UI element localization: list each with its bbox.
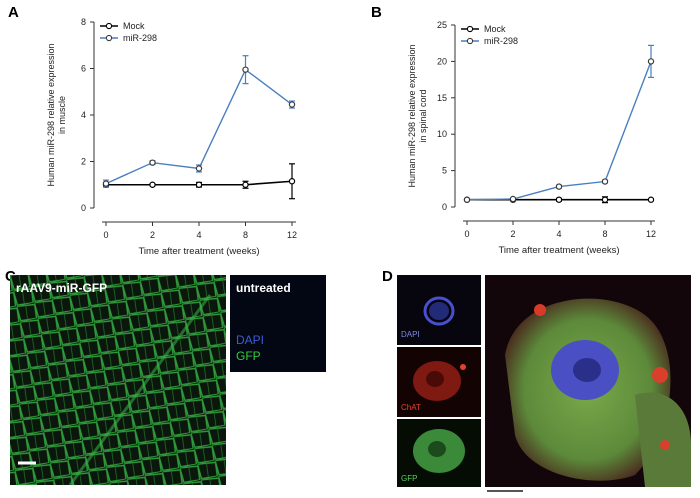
chart-a-series-mir298-point: [195, 165, 203, 172]
chart-b-y-tick-label: 5: [442, 166, 447, 176]
chart-a-series-mir298-point: [242, 66, 249, 73]
chart-b-y-tick-label: 20: [437, 56, 447, 66]
chart-a-series-mir298-point: [102, 180, 110, 187]
chart-a-legend-marker: [105, 22, 113, 30]
chart-b-legend-marker: [466, 37, 474, 45]
chart-a-x-tick-label: 2: [150, 230, 155, 240]
chart-b: 0 5 10 15 20 25 0 2 4 8 12 Time after treatment (we…: [407, 20, 656, 256]
chart-b-series-mir298-point: [555, 183, 563, 190]
chart-a-x-tick-label: 12: [287, 230, 297, 240]
chart-b-y-axis-label: Human miR-298 relative expression: [407, 44, 417, 187]
untreated-label: untreated: [236, 281, 291, 295]
panel-d-chat-image: ChAT: [397, 347, 481, 417]
chart-b-y-tick-label: 15: [437, 93, 447, 103]
chart-a-y-tick-label: 2: [81, 157, 86, 167]
panel-d-scale-bar: [487, 490, 523, 492]
chart-b-x-tick-label: 2: [510, 229, 515, 239]
panel-d-chat-label: ChAT: [401, 403, 421, 412]
panel-c-untreated-image: untreated DAPI GFP: [230, 275, 326, 372]
chart-b-y-tick-label: 0: [442, 202, 447, 212]
chart-a-series-mir298-point: [288, 101, 296, 108]
chart-a-series-mock-point: [242, 181, 249, 188]
chart-a-y-tick-label: 0: [81, 203, 86, 213]
chart-b-series-mir298-point: [601, 178, 609, 185]
panel-letter-b: B: [371, 4, 382, 21]
chart-a-legend-label: Mock: [123, 21, 145, 31]
panel-letter-d: D: [382, 268, 393, 285]
chart-a-y-tick-label: 4: [81, 110, 86, 120]
chart-b-series-mock-point: [555, 196, 563, 203]
chart-a-x-tick-label: 4: [196, 230, 201, 240]
chart-b-series-mock-point: [601, 196, 609, 203]
chart-b-y-axis-label: in spinal cord: [418, 89, 428, 142]
chart-b-legend-label: miR-298: [484, 36, 518, 46]
gfp-legend-label: GFP: [236, 349, 261, 363]
chart-a-legend-label: miR-298: [123, 33, 157, 43]
panel-d-merge-image: [485, 275, 691, 487]
chart-b-x-axis-label: Time after treatment (weeks): [498, 245, 619, 256]
chart-a: 0 2 4 6 8 0 2 4 8 12 Time after treatment (weeks) H…: [46, 17, 297, 257]
panel-c-muscle-image: rAAV9-miR-GFP: [10, 275, 226, 485]
chart-b-x-tick-label: 8: [602, 229, 607, 239]
panel-letter-a: A: [8, 4, 19, 21]
chart-a-legend-marker: [105, 34, 113, 42]
chart-b-series-mir298-point: [647, 58, 655, 65]
chart-b-legend-label: Mock: [484, 24, 506, 34]
chart-b-y-tick-label: 25: [437, 20, 447, 30]
chart-b-series-mir298-point: [463, 196, 471, 203]
chart-b-legend-marker: [466, 25, 474, 33]
chart-a-series-mock-point: [195, 181, 203, 188]
panel-d-dapi-label: DAPI: [401, 330, 420, 339]
panel-d-gfp-image: GFP: [397, 419, 481, 487]
chart-b-series-mir298-point: [509, 195, 517, 203]
chart-a-series-mir298-point: [149, 159, 156, 166]
chart-a-y-tick-label: 6: [81, 64, 86, 74]
chart-b-series-mir298-line: [466, 61, 652, 201]
chart-b-y-tick-label: 10: [437, 129, 447, 139]
chart-b-series-mock-point: [647, 196, 655, 203]
chart-a-series-mock-point: [149, 181, 156, 188]
chart-a-y-axis-label: in muscle: [57, 96, 67, 134]
dapi-legend-label: DAPI: [236, 333, 265, 347]
chart-b-x-tick-label: 4: [556, 229, 561, 239]
chart-a-y-tick-label: 8: [81, 17, 86, 27]
panel-d-gfp-label: GFP: [401, 474, 418, 483]
chart-a-y-axis-label: Human miR-298 relative expression: [46, 43, 56, 186]
chart-a-x-tick-label: 8: [243, 230, 248, 240]
muscle-fibers-texture: [10, 275, 226, 485]
chart-b-x-tick-label: 0: [464, 229, 469, 239]
chart-a-series-mock-point: [288, 178, 296, 185]
chart-a-x-axis-label: Time after treatment (weeks): [138, 246, 259, 257]
chart-b-x-tick-label: 12: [646, 229, 656, 239]
rAAV9-label: rAAV9-miR-GFP: [16, 281, 108, 295]
panel-d-dapi-image: DAPI: [397, 275, 481, 345]
chart-a-x-tick-label: 0: [103, 230, 108, 240]
